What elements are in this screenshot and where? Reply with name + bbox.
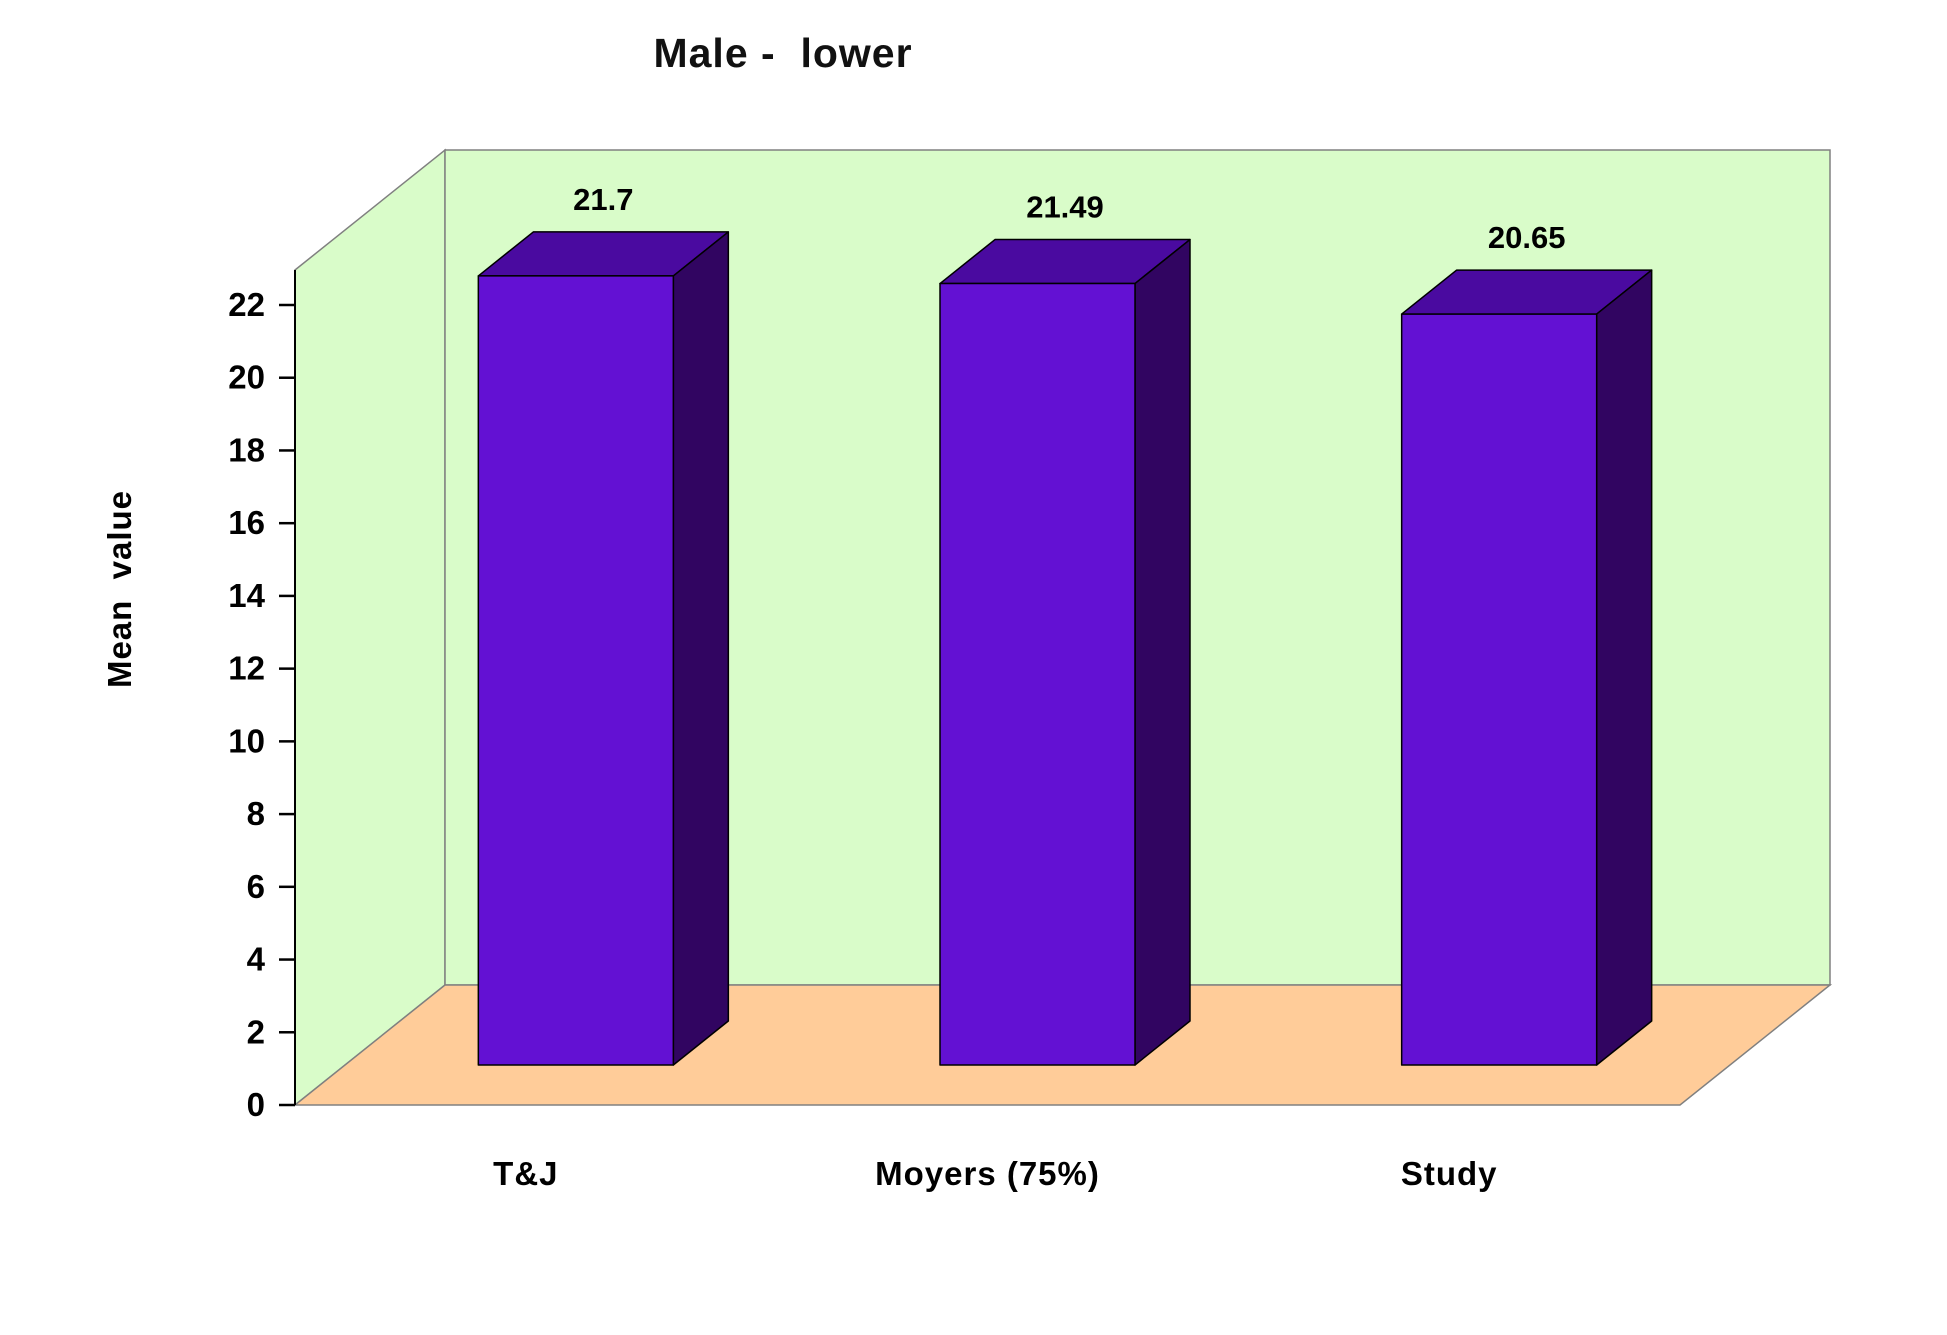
bar-value-label: 20.65 <box>1488 220 1566 255</box>
category-label: Moyers (75%) <box>875 1155 1100 1192</box>
y-tick-label: 12 <box>228 650 265 687</box>
bar-front-face <box>1400 313 1598 1066</box>
category-label: T&J <box>493 1155 558 1192</box>
chart-title: Male - lower <box>653 30 913 76</box>
bar-front-face <box>477 275 675 1066</box>
y-tick-label: 10 <box>228 722 265 759</box>
bar-side-face <box>1595 269 1653 1066</box>
bar-side-face <box>672 231 730 1066</box>
y-tick-label: 22 <box>228 286 265 323</box>
y-tick-label: 16 <box>228 504 265 541</box>
y-tick-label: 8 <box>247 795 265 832</box>
category-label: Study <box>1401 1155 1498 1192</box>
bar-side-face <box>1134 238 1191 1066</box>
bar-value-label: 21.7 <box>573 182 633 217</box>
y-tick-label: 4 <box>247 941 266 978</box>
y-tick-label: 20 <box>228 359 265 396</box>
left-wall <box>294 148 446 1107</box>
bar-value-label: 21.49 <box>1026 190 1104 225</box>
bar-front-face <box>939 282 1136 1066</box>
y-tick-label: 6 <box>247 868 265 905</box>
y-tick-label: 0 <box>247 1086 265 1123</box>
y-tick-label: 14 <box>228 577 265 614</box>
y-tick-label: 18 <box>228 431 265 468</box>
y-tick-label: 2 <box>247 1013 265 1050</box>
